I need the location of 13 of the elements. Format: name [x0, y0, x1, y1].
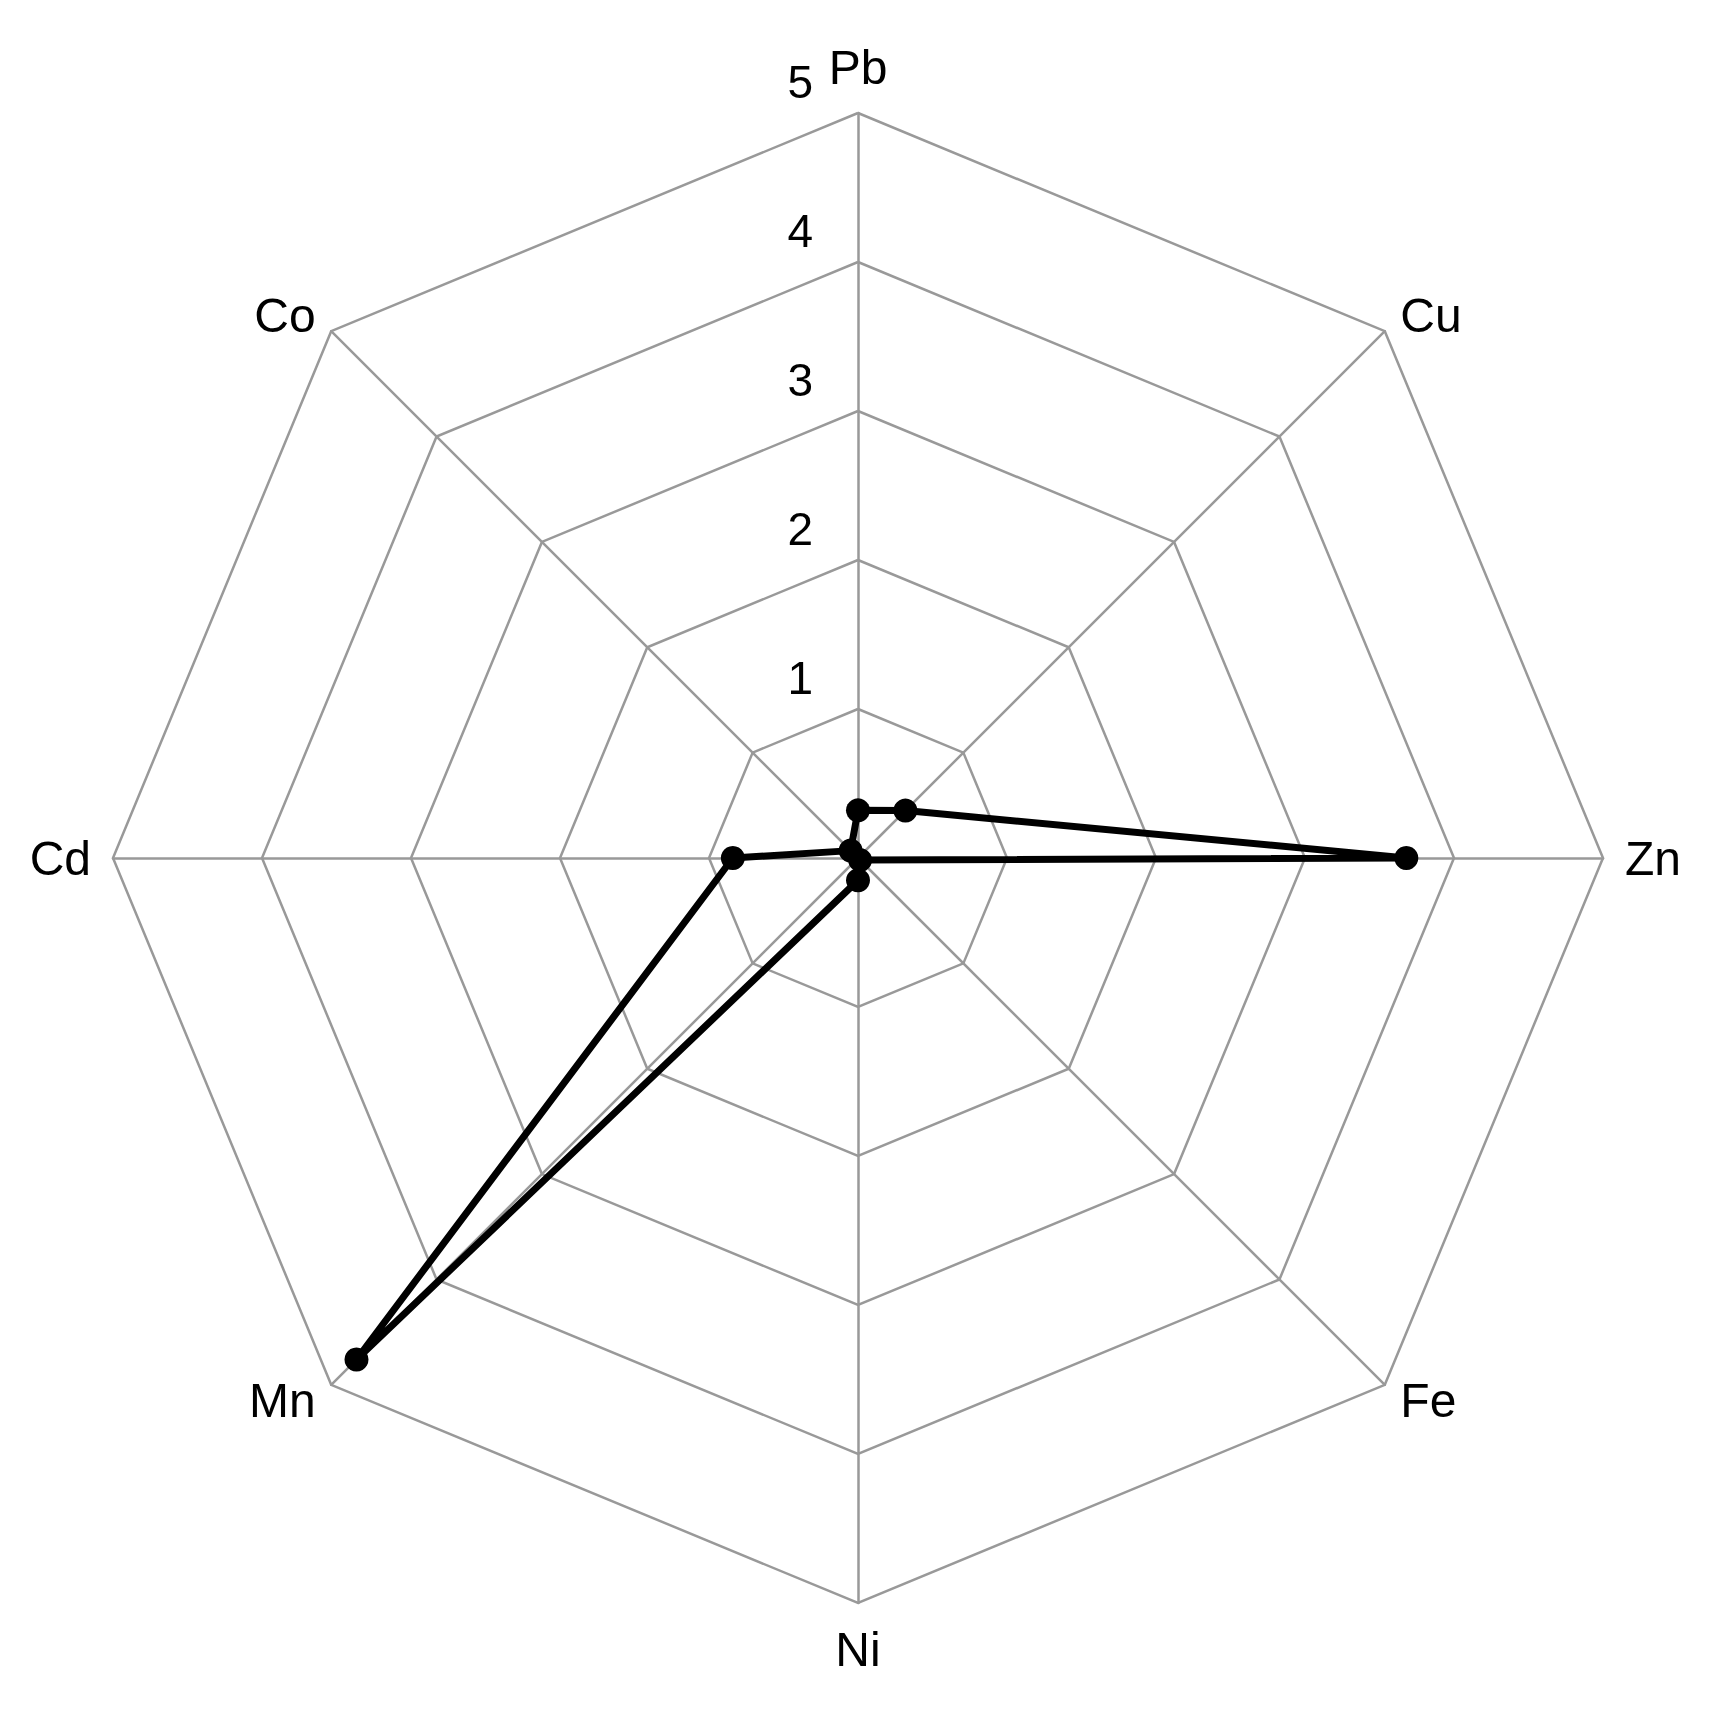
spoke-label: Zn — [1625, 831, 1682, 885]
spoke-label: Pb — [828, 40, 888, 94]
spoke-label: Co — [254, 289, 316, 343]
spoke-label: Cd — [29, 831, 91, 885]
y-tick-label: 5 — [787, 56, 813, 108]
y-tick-label: 1 — [787, 652, 813, 704]
y-tick-label: 4 — [787, 205, 813, 257]
spoke-label: Mn — [248, 1373, 316, 1427]
y-tick-label: 2 — [787, 503, 813, 555]
spoke-label: Ni — [835, 1622, 881, 1676]
spoke-label: Fe — [1400, 1373, 1457, 1427]
y-tick-label: 3 — [787, 354, 813, 406]
spoke-label: Cu — [1400, 289, 1462, 343]
